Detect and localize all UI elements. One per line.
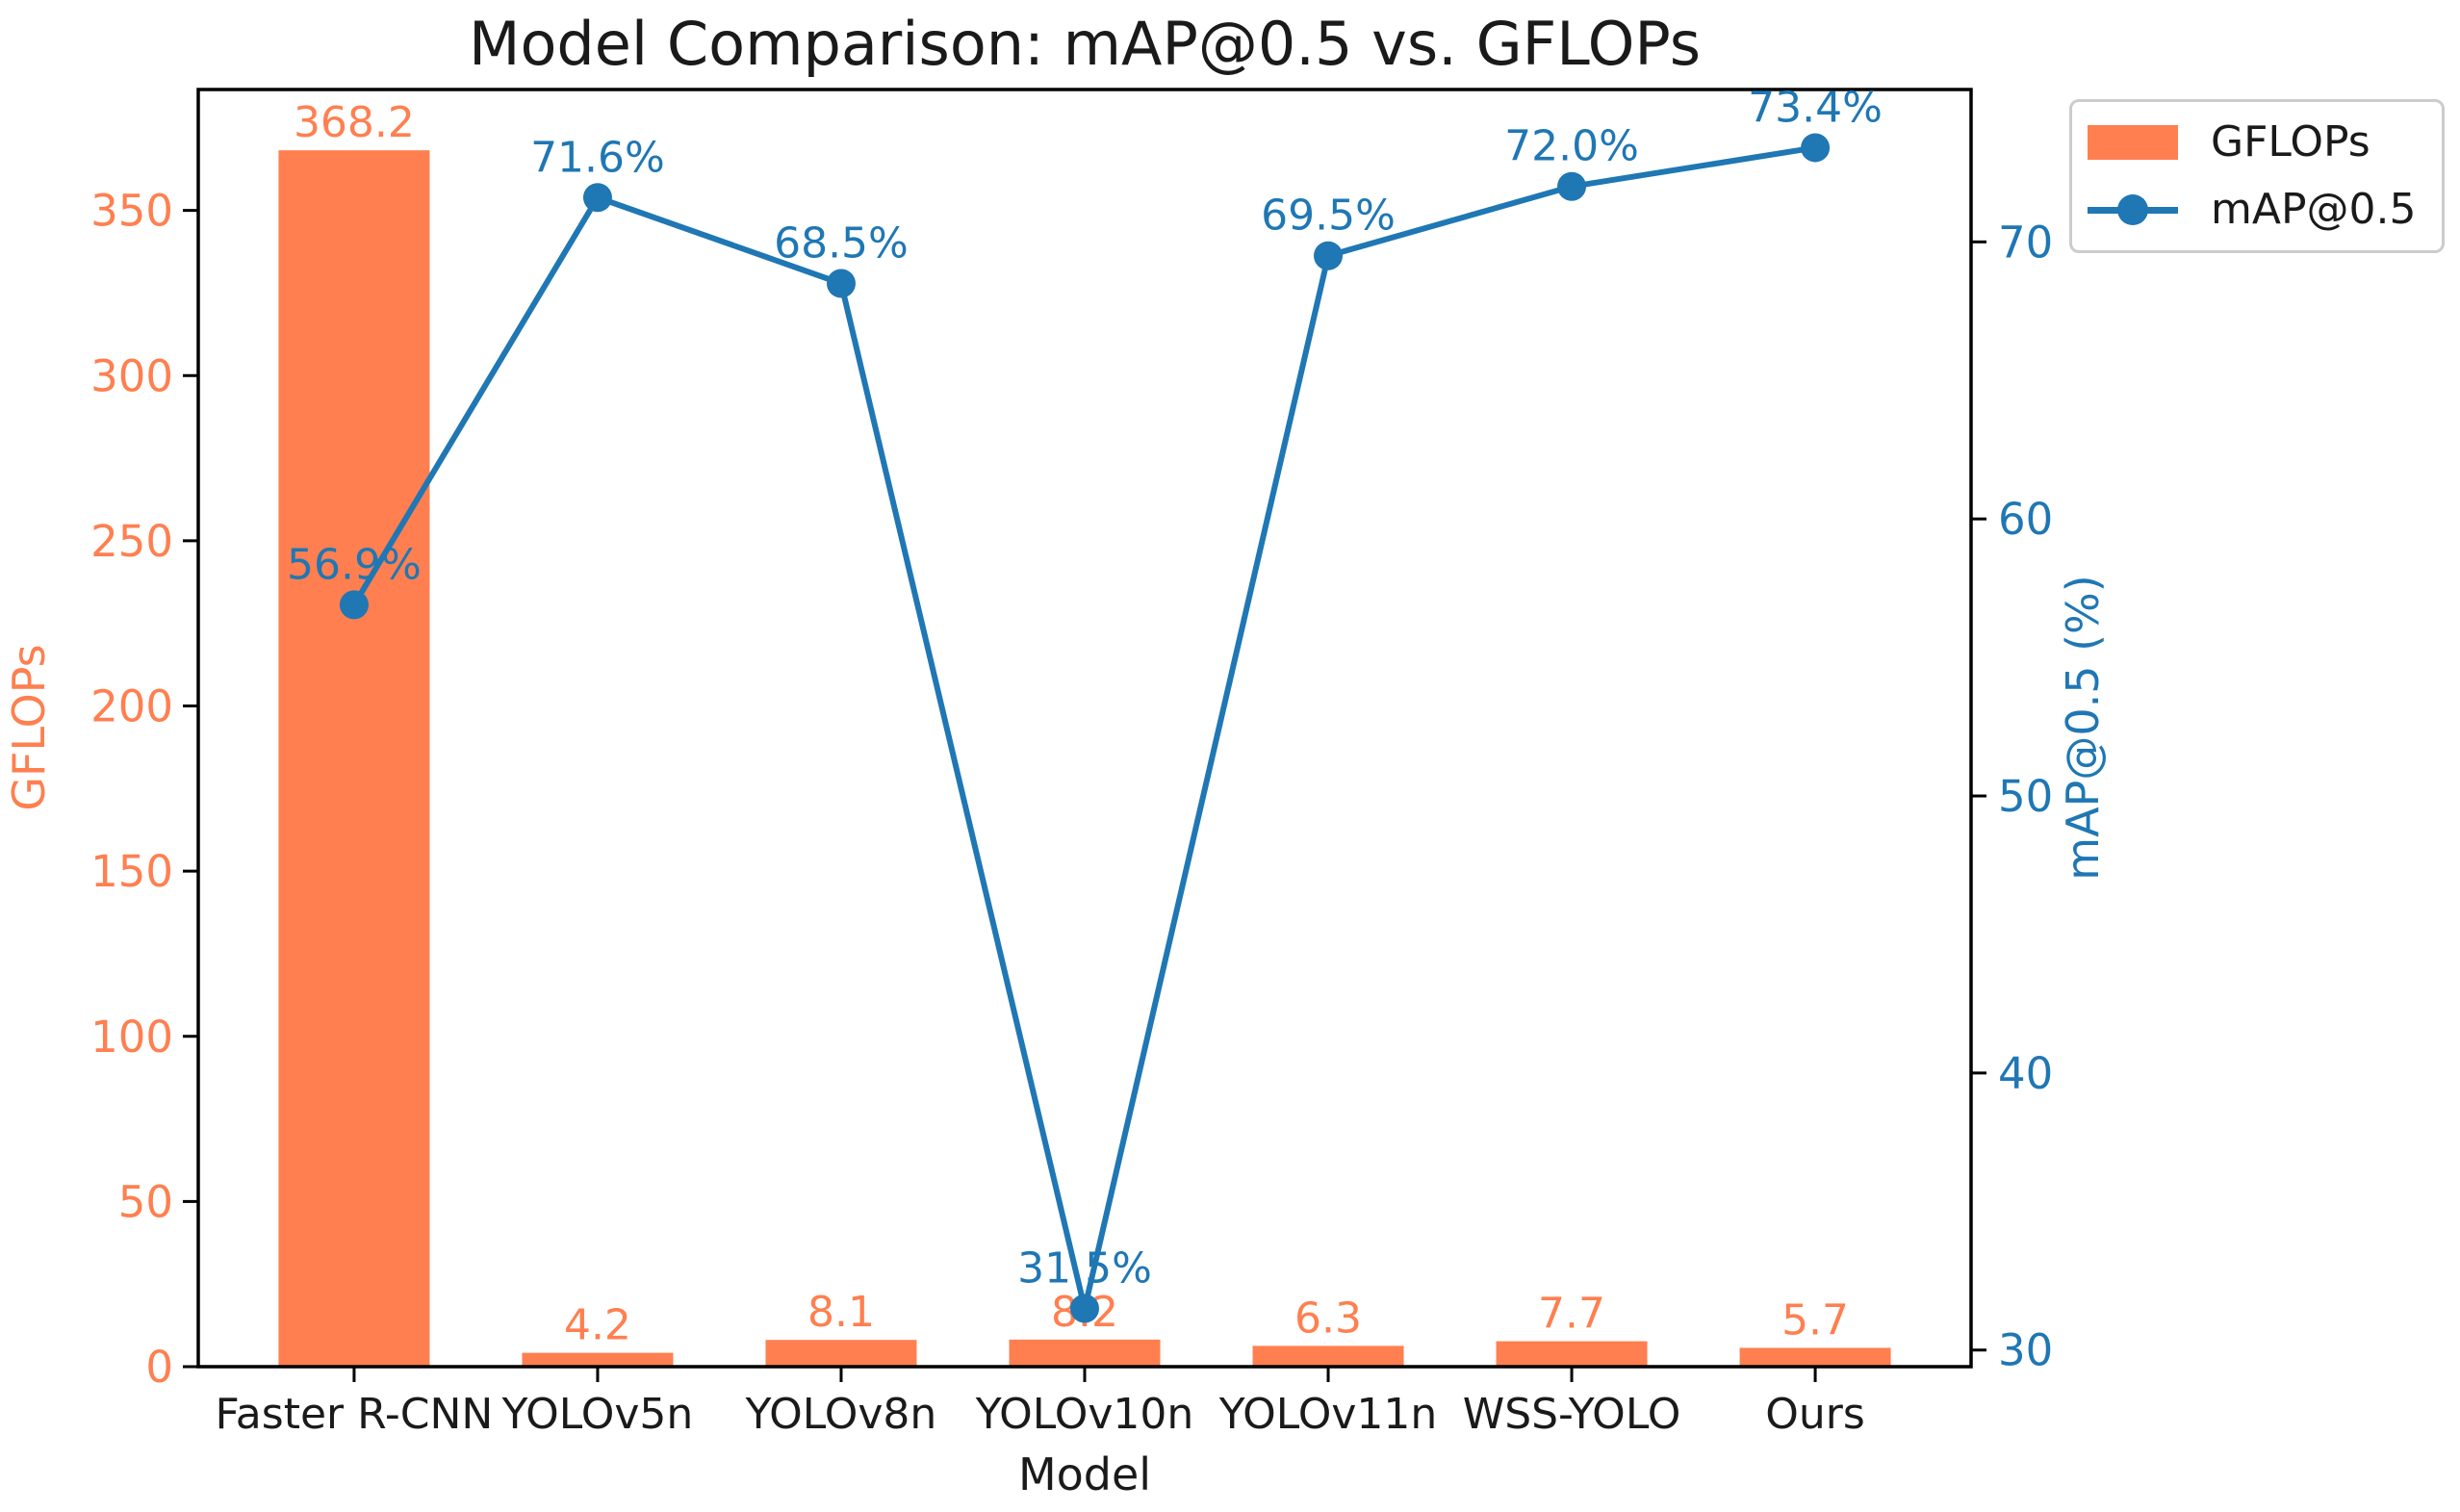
left-tick-label: 350 xyxy=(90,186,173,237)
gflops-bar xyxy=(1009,1339,1161,1367)
map-value-label: 71.6% xyxy=(530,133,665,182)
x-axis-label: Model xyxy=(1018,1448,1151,1500)
map-line xyxy=(351,144,1816,1312)
map-marker xyxy=(1314,241,1344,270)
gflops-value-label: 8.1 xyxy=(807,1288,875,1337)
left-tick-label: 0 xyxy=(145,1342,173,1393)
right-axis-label: mAP@0.5 (%) xyxy=(2057,575,2109,880)
right-tick-label: 60 xyxy=(1998,494,2053,545)
gflops-value-label: 7.7 xyxy=(1538,1290,1605,1339)
gflops-value-label: 5.7 xyxy=(1781,1295,1849,1345)
legend-item-map: mAP@0.5 xyxy=(2088,189,2426,231)
map-value-label: 56.9% xyxy=(287,540,422,589)
gflops-bar xyxy=(1252,1345,1404,1367)
right-tick-label: 50 xyxy=(1998,771,2053,822)
map-marker xyxy=(826,269,856,298)
x-category-label: YOLOv11n xyxy=(1218,1390,1438,1439)
right-tick-label: 30 xyxy=(1998,1325,2053,1376)
x-category-label: Ours xyxy=(1765,1390,1865,1439)
plot-frame xyxy=(196,88,1973,1369)
x-category-label: YOLOv8n xyxy=(745,1390,937,1439)
gflops-bar xyxy=(522,1352,674,1367)
left-tick-label: 100 xyxy=(90,1012,173,1063)
gflops-value-label: 4.2 xyxy=(564,1301,631,1350)
gflops-bar xyxy=(278,150,430,1367)
gflops-bar-swatch-icon xyxy=(2088,125,2178,160)
gflops-bar xyxy=(765,1340,917,1367)
line-series-group: 56.9% 71.6% 68.5% 31.5% 69.5% 72.0% 73.4% xyxy=(287,83,1883,1323)
map-value-label: 73.4% xyxy=(1748,83,1883,132)
map-value-label: 69.5% xyxy=(1261,192,1396,241)
legend: GFLOPs mAP@0.5 xyxy=(2069,99,2445,253)
left-tick-label: 200 xyxy=(90,681,173,732)
x-category-label: WSS-YOLO xyxy=(1463,1390,1681,1439)
left-tick-label: 250 xyxy=(90,516,173,567)
legend-item-gflops: GFLOPs xyxy=(2088,121,2426,164)
gflops-bar xyxy=(1496,1341,1648,1367)
chart-title: Model Comparison: mAP@0.5 vs. GFLOPs xyxy=(469,9,1701,79)
right-tick-label: 40 xyxy=(1998,1048,2053,1099)
left-tick-label: 300 xyxy=(90,350,173,401)
axes-group: 0 50 100 150 200 250 300 350 30 40 50 60 70 Faster R-… xyxy=(90,88,2053,1439)
map-marker xyxy=(1070,1294,1099,1323)
gflops-value-label: 6.3 xyxy=(1294,1294,1362,1343)
left-tick-label: 50 xyxy=(118,1176,173,1227)
map-value-label: 68.5% xyxy=(774,218,909,268)
left-axis-label: GFLOPs xyxy=(3,644,55,810)
bar-series-group: 368.24.28.18.26.37.75.7 xyxy=(278,98,1891,1367)
legend-label-map: mAP@0.5 xyxy=(2211,185,2417,234)
map-marker xyxy=(1801,133,1831,163)
map-marker xyxy=(1557,171,1587,201)
gflops-bar xyxy=(1739,1347,1891,1367)
x-category-label: YOLOv5n xyxy=(501,1390,694,1439)
map-line-marker-icon xyxy=(2088,194,2178,225)
left-tick-label: 150 xyxy=(90,846,173,897)
right-tick-label: 70 xyxy=(1998,217,2053,268)
map-value-label: 72.0% xyxy=(1504,122,1639,171)
x-category-label: Faster R-CNN xyxy=(216,1390,494,1439)
map-marker xyxy=(582,183,612,213)
x-category-label: YOLOv10n xyxy=(975,1390,1194,1439)
map-value-label: 31.5% xyxy=(1017,1244,1152,1294)
gflops-value-label: 368.2 xyxy=(294,98,415,147)
legend-label-gflops: GFLOPs xyxy=(2211,117,2370,167)
map-marker xyxy=(339,590,369,620)
